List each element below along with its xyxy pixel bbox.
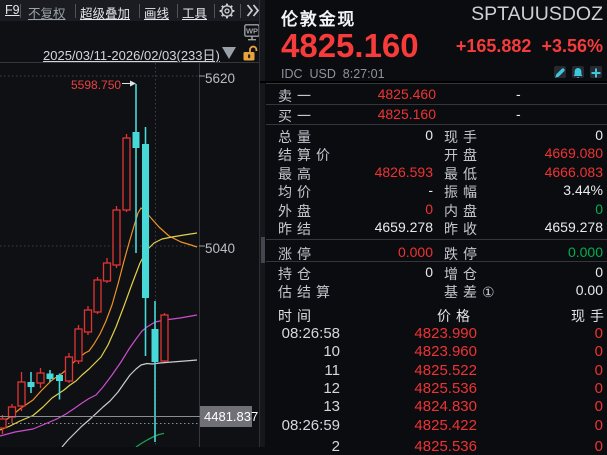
svg-text:4481.837: 4481.837 bbox=[204, 409, 258, 424]
svg-text:WP: WP bbox=[246, 27, 258, 36]
svg-text:5598.750: 5598.750 bbox=[71, 78, 121, 92]
svg-text:5040: 5040 bbox=[205, 241, 235, 256]
svg-text:5620: 5620 bbox=[205, 71, 235, 86]
